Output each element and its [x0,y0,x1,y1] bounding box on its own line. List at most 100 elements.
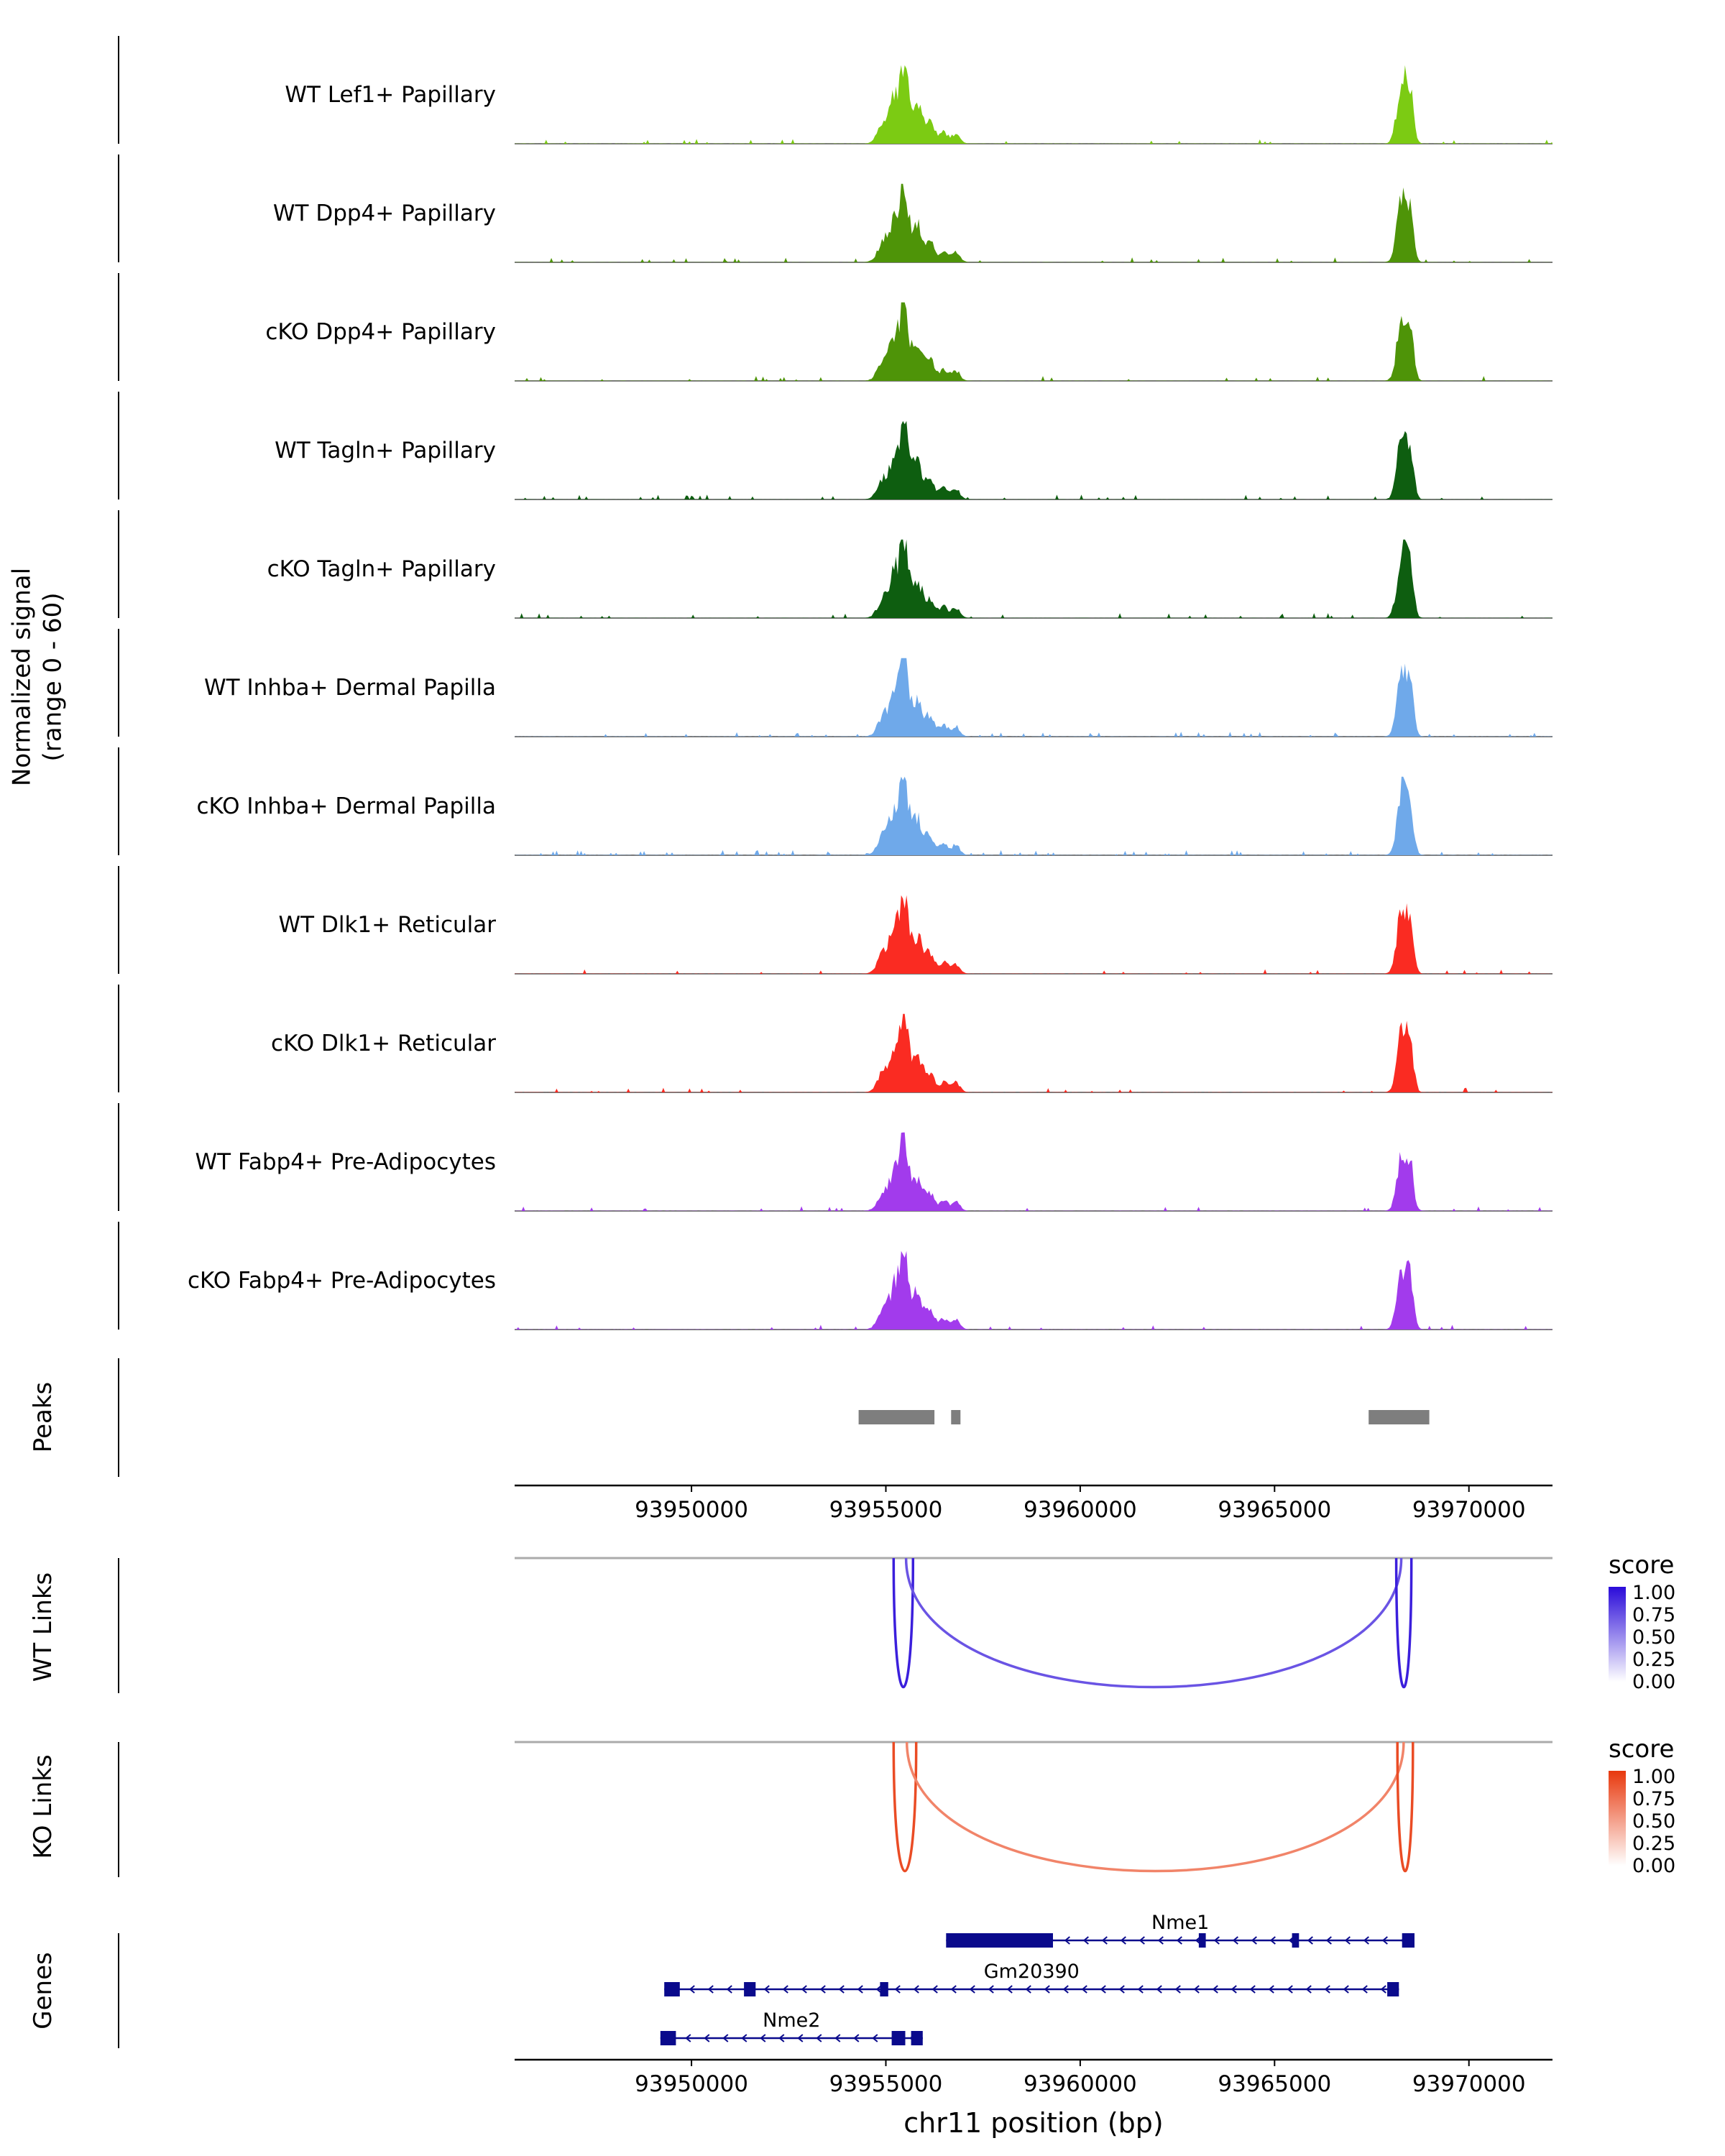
gene-strand-arrow [1025,1985,1031,1994]
coverage-y-axis-title: Normalized signal (range 0 - 60) [7,568,68,786]
gene-strand-arrow [1138,1936,1145,1945]
ko-links-score-legend: score 1.00 0.75 0.50 0.25 0.00 [1609,1735,1676,1877]
coverage-track-label: WT Tagln+ Papillary [275,438,496,464]
gene-label: Gm20390 [984,1961,1080,1983]
gene-strand-arrow [875,1985,882,1994]
coverage-track-label: cKO Fabp4+ Pre-Adipocytes [188,1268,496,1294]
coverage-signal-area [515,1132,1552,1211]
peak-region [858,1410,935,1424]
gene-strand-arrow [834,2034,841,2042]
gene-label: Nme2 [763,2009,820,2032]
gene-strand-arrow [782,1985,788,1994]
peak-region [1368,1410,1430,1424]
mid-axis-tick-label: 93950000 [635,1497,748,1523]
gene-strand-arrow [853,2034,860,2042]
gene-strand-arrow [763,1985,770,1994]
wt-link-arc [904,1557,1403,1689]
mid-axis-tick-label: 93965000 [1218,1497,1331,1523]
bottom-axis-tick-label: 93965000 [1218,2071,1331,2097]
gene-strand-arrow [1363,1936,1369,1945]
gene-strand-arrow [726,1985,732,1994]
gene-exon [891,2031,906,2045]
legend-tick: 0.25 [1632,1649,1676,1671]
ko-link-arc [1396,1741,1414,1872]
wt-links-score-legend-title: score [1609,1551,1675,1580]
legend-tick: 0.75 [1632,1604,1676,1626]
mid-axis-tick-label: 93970000 [1412,1497,1526,1523]
coverage-track-label: WT Inhba+ Dermal Papilla [204,675,496,701]
coverage-track-label: cKO Dpp4+ Papillary [265,319,496,345]
gene-strand-arrow [988,1985,994,1994]
gene-exon [1198,1933,1206,1948]
gene-strand-arrow [816,2034,822,2042]
gene-strand-arrow [932,1985,938,1994]
gene-strand-arrow [1213,1936,1220,1945]
ko-links-section-label: KO Links [28,1754,58,1859]
coverage-signal-area [515,183,1552,262]
gene-strand-arrow [1193,1985,1200,1994]
gene-strand-arrow [689,1985,695,1994]
gene-strand-arrow [1062,1985,1069,1994]
gene-strand-arrow [1381,1936,1388,1945]
gene-strand-arrow [1325,1936,1332,1945]
gene-strand-arrow [1230,1985,1237,1994]
gene-strand-arrow [838,1985,845,1994]
coverage-signal-area [515,302,1552,381]
coverage-signal-area [515,1250,1552,1330]
gene-strand-arrow [894,1985,901,1994]
legend-tick: 0.75 [1632,1788,1676,1810]
ko-links-score-legend-title: score [1609,1735,1675,1764]
gene-exon [911,2031,923,2045]
gene-exon [660,2031,676,2045]
wt-link-arc [892,1557,915,1688]
ko-link-arc [905,1741,1405,1873]
wt-score-legend-ticks: 1.00 0.75 0.50 0.25 0.00 [1632,1582,1676,1693]
gene-strand-arrow [1361,1985,1368,1994]
gene-strand-arrow [741,2034,748,2042]
gene-strand-arrow [1268,1985,1274,1994]
ko-score-legend-ticks: 1.00 0.75 0.50 0.25 0.00 [1632,1766,1676,1877]
gene-strand-arrow [1305,1985,1312,1994]
gene-strand-arrow [1081,1985,1087,1994]
coverage-track-label: WT Lef1+ Papillary [285,82,496,108]
gene-strand-arrow [857,1985,863,1994]
coverage-signal-area [515,776,1552,855]
gene-strand-arrow [1137,1985,1144,1994]
gene-strand-arrow [1232,1936,1238,1945]
gene-strand-arrow [1380,1985,1386,1994]
gene-exon [664,1982,680,1996]
legend-tick: 0.00 [1632,1671,1676,1693]
coverage-signal-area [515,895,1552,974]
wt-links-section-label: WT Links [28,1572,58,1682]
gene-strand-arrow [1344,1936,1351,1945]
coverage-signal-area [515,65,1552,144]
gene-exon [1292,1933,1300,1948]
legend-tick: 0.25 [1632,1833,1676,1855]
gene-strand-arrow [1287,1985,1293,1994]
legend-tick: 0.00 [1632,1855,1676,1877]
gene-strand-arrow [913,1985,919,1994]
gene-strand-arrow [1100,1985,1106,1994]
peaks-section-label: Peaks [28,1381,58,1453]
coverage-y-axis-title-line2: (range 0 - 60) [38,592,67,762]
wt-score-gradient [1609,1587,1626,1682]
coverage-track-label: WT Dpp4+ Papillary [273,201,496,226]
gene-strand-arrow [950,1985,957,1994]
gene-strand-arrow [1101,1936,1108,1945]
wt-link-arc [1394,1557,1413,1688]
gene-exon [946,1933,1053,1948]
gene-strand-arrow [707,1985,714,1994]
legend-tick: 0.50 [1632,1810,1676,1833]
coverage-signal-area [515,420,1552,499]
bottom-axis-tick-label: 93955000 [829,2071,943,2097]
bottom-axis-tick-label: 93950000 [635,2071,748,2097]
coverage-track-label: WT Fabp4+ Pre-Adipocytes [196,1149,497,1175]
coverage-signal-area [515,658,1552,737]
gene-strand-arrow [685,2034,691,2042]
gene-exon [1387,1982,1399,1996]
legend-tick: 0.50 [1632,1626,1676,1649]
ko-link-arc [892,1741,918,1872]
gene-strand-arrow [1120,1936,1126,1945]
gene-strand-arrow [1082,1936,1089,1945]
